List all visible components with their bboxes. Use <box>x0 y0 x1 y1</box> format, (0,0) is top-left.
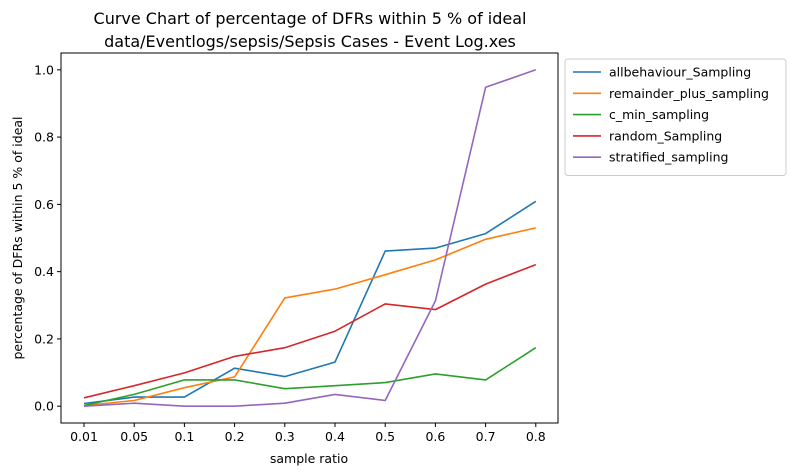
legend-box <box>564 58 787 176</box>
series-lines <box>83 69 537 408</box>
y-tick-label: 1.0 <box>34 62 54 77</box>
y-axis: 0.0 0.2 0.4 0.6 0.8 1.0 <box>34 62 61 414</box>
x-tick-label: 0.3 <box>275 429 295 444</box>
x-tick-label: 0.05 <box>120 429 148 444</box>
chart-title: Curve Chart of percentage of DFRs within… <box>94 9 527 28</box>
y-axis-label: percentage of DFRs within 5 % of ideal <box>10 116 25 359</box>
x-tick-label: 0.01 <box>70 429 98 444</box>
x-tick-label: 0.1 <box>174 429 194 444</box>
plot-area <box>60 52 559 424</box>
series-line-c-min-sampling <box>83 347 537 407</box>
x-tick-label: 0.5 <box>375 429 395 444</box>
legend-label: random_Sampling <box>609 128 722 143</box>
y-tick-label: 0.8 <box>34 130 54 145</box>
y-tick-label: 0.2 <box>34 331 54 346</box>
x-tick-label: 0.4 <box>325 429 345 444</box>
y-tick-label: 0.0 <box>34 399 54 414</box>
legend-label: remainder_plus_sampling <box>609 86 769 101</box>
x-tick-label: 0.6 <box>425 429 445 444</box>
x-tick-label: 0.7 <box>476 429 496 444</box>
x-axis-label: sample ratio <box>270 451 348 466</box>
legend-label: allbehaviour_Sampling <box>609 65 751 80</box>
chart-subtitle: data/Eventlogs/sepsis/Sepsis Cases - Eve… <box>104 32 516 51</box>
x-tick-label: 0.2 <box>225 429 245 444</box>
x-axis: 0.01 0.05 0.1 0.2 0.3 0.4 0.5 0.6 0.7 0.8 <box>70 423 546 444</box>
series-line-allbehaviour-sampling <box>83 200 537 405</box>
legend-label: stratified_sampling <box>609 150 728 165</box>
legend: allbehaviour_Sampling remainder_plus_samp… <box>564 58 787 176</box>
x-tick-label: 0.8 <box>526 429 546 444</box>
legend-label: c_min_sampling <box>609 107 709 122</box>
series-line-stratified-sampling <box>83 69 537 408</box>
y-tick-label: 0.6 <box>34 197 54 212</box>
series-line-remainder-plus-sampling <box>83 227 536 407</box>
y-tick-label: 0.4 <box>34 264 54 279</box>
series-line-random-sampling <box>83 263 537 399</box>
